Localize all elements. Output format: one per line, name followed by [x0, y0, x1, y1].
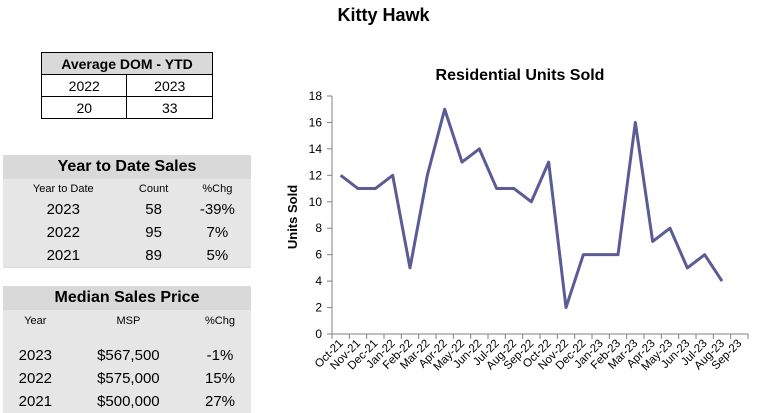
y-tick-label: 12 — [309, 168, 323, 182]
median-price-title: Median Sales Price — [3, 286, 251, 310]
msp-col-msp: MSP — [68, 310, 189, 332]
table-row: 2021 $500,000 27% — [3, 390, 251, 413]
msp-col-year: Year — [3, 310, 68, 332]
msp-chg: 27% — [189, 390, 251, 413]
y-tick-label: 6 — [315, 248, 322, 262]
ytd-sales-panel: Year to Date Sales Year to Date Count %C… — [3, 155, 251, 268]
units-sold-line — [341, 109, 722, 307]
ytd-sales-table: Year to Date Count %Chg 2023 58 -39% 202… — [3, 179, 251, 267]
y-tick-label: 0 — [315, 327, 322, 341]
chart-plot: 024681012141618Oct-21Nov-21Dec-21Jan-22F… — [309, 89, 748, 373]
table-row: 2022 $575,000 15% — [3, 367, 251, 390]
y-axis-label: Units Sold — [285, 185, 300, 249]
ytd-chg: 5% — [184, 244, 251, 267]
ytd-chg: 7% — [184, 221, 251, 244]
average-dom-table: Average DOM - YTD 2022 2023 20 33 — [41, 52, 213, 119]
ytd-count: 95 — [124, 221, 184, 244]
median-price-body: Year MSP %Chg 2023 $567,500 -1% 2022 $57… — [3, 310, 251, 413]
msp-price: $500,000 — [68, 390, 189, 413]
table-row: 2022 95 7% — [3, 221, 251, 244]
y-tick-label: 16 — [309, 115, 323, 129]
units-sold-chart: Residential Units Sold Units Sold 0 2 4 6 8 1… — [270, 55, 760, 405]
ytd-year: 2023 — [3, 198, 124, 221]
median-price-panel: Median Sales Price Year MSP %Chg 2023 $5… — [3, 286, 251, 404]
msp-col-chg: %Chg — [189, 310, 251, 332]
ytd-col-count: Count — [124, 179, 184, 198]
msp-chg: -1% — [189, 344, 251, 367]
dom-table-header: Average DOM - YTD — [42, 53, 213, 75]
y-tick-label: 2 — [315, 301, 322, 315]
ytd-sales-title: Year to Date Sales — [3, 155, 251, 179]
chart-title: Residential Units Sold — [436, 67, 605, 84]
msp-chg: 15% — [189, 367, 251, 390]
ytd-year: 2021 — [3, 244, 124, 267]
msp-year: 2022 — [3, 367, 68, 390]
ytd-count: 58 — [124, 198, 184, 221]
table-row: 2021 89 5% — [3, 244, 251, 267]
dom-year-2022: 2022 — [42, 75, 127, 97]
dom-value-2022: 20 — [42, 97, 127, 119]
dom-year-2023: 2023 — [127, 75, 213, 97]
ytd-count: 89 — [124, 244, 184, 267]
ytd-col-year: Year to Date — [3, 179, 124, 198]
median-price-table: Year MSP %Chg 2023 $567,500 -1% 2022 $57… — [3, 310, 251, 413]
page-title: Kitty Hawk — [0, 5, 767, 26]
dom-value-2023: 33 — [127, 97, 213, 119]
table-row: 2023 $567,500 -1% — [3, 344, 251, 367]
ytd-year: 2022 — [3, 221, 124, 244]
ytd-chg: -39% — [184, 198, 251, 221]
ytd-col-chg: %Chg — [184, 179, 251, 198]
y-tick-label: 4 — [315, 274, 322, 288]
msp-price: $575,000 — [68, 367, 189, 390]
ytd-sales-body: Year to Date Count %Chg 2023 58 -39% 202… — [3, 179, 251, 267]
y-tick-label: 18 — [309, 89, 323, 103]
msp-price: $567,500 — [68, 344, 189, 367]
y-tick-label: 14 — [309, 142, 323, 156]
y-tick-label: 10 — [309, 195, 323, 209]
msp-year: 2023 — [3, 344, 68, 367]
msp-year: 2021 — [3, 390, 68, 413]
table-row: 2023 58 -39% — [3, 198, 251, 221]
y-tick-label: 8 — [315, 221, 322, 235]
